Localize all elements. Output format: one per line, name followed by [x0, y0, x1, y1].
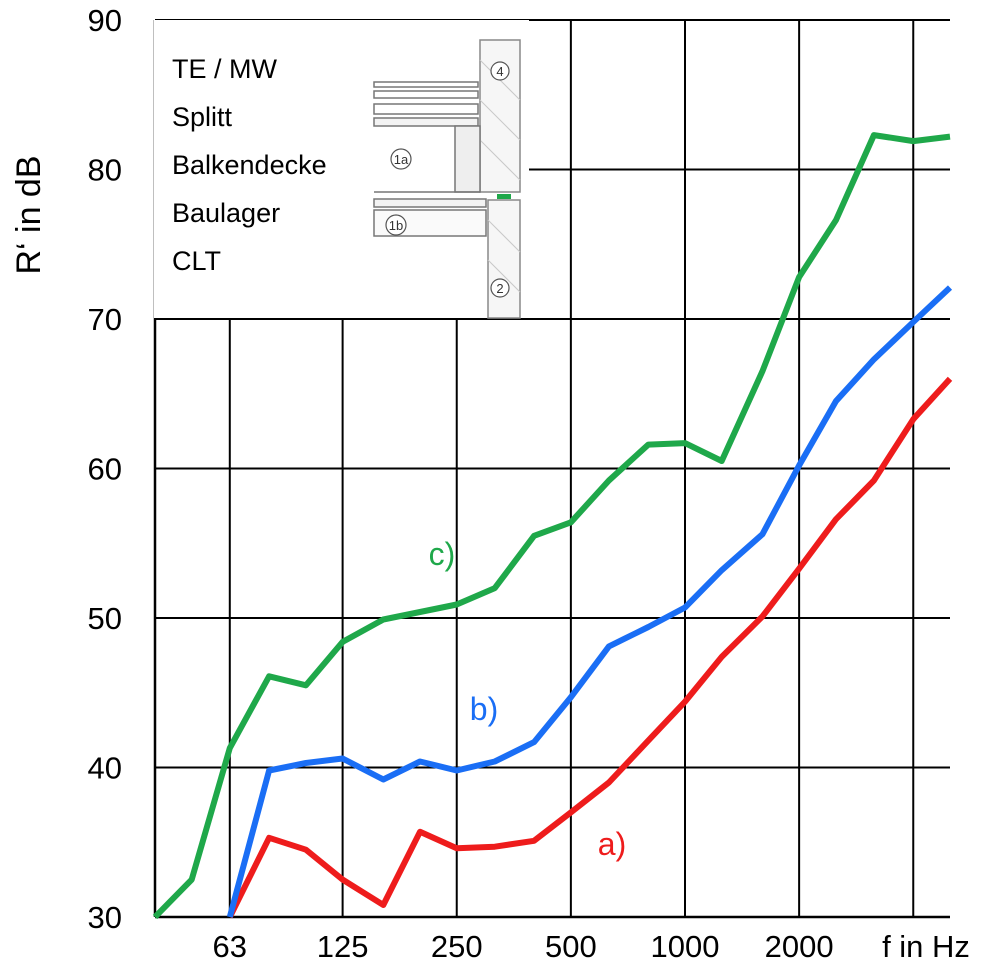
construction-detail-drawing: 4 1a 1b 2 — [373, 39, 521, 319]
inset-label-2: 2 — [496, 281, 503, 296]
legend-line-2: Balkendecke — [172, 150, 327, 180]
y-tick-label-80: 80 — [88, 153, 122, 188]
x-tick-label-500: 500 — [545, 929, 597, 964]
x-tick-label-63: 63 — [213, 929, 247, 964]
x-axis-label: f in Hz — [882, 929, 970, 964]
legend-line-0: TE / MW — [172, 54, 277, 84]
tick-labels: 30 40 50 60 70 80 90 63 125 250 500 1000 2000 — [88, 3, 834, 964]
callout-c: c) — [429, 536, 456, 572]
y-tick-label-50: 50 — [88, 601, 122, 636]
y-axis-label: R‘ in dB — [10, 155, 48, 274]
series-line-c — [152, 132, 951, 920]
series-line-b — [226, 285, 953, 918]
inset-label-4: 4 — [496, 64, 503, 79]
series-line-a — [227, 376, 953, 919]
x-tick-label-125: 125 — [317, 929, 369, 964]
callout-a: a) — [598, 826, 626, 862]
y-tick-label-30: 30 — [88, 900, 122, 935]
x-tick-label-1000: 1000 — [651, 929, 720, 964]
x-tick-label-2000: 2000 — [765, 929, 834, 964]
y-tick-label-90: 90 — [88, 3, 122, 38]
series-group — [152, 132, 953, 920]
x-tick-label-250: 250 — [431, 929, 483, 964]
legend-line-4: CLT — [172, 246, 221, 276]
inset-label-1b: 1b — [389, 218, 403, 233]
callout-b: b) — [470, 691, 498, 727]
y-tick-label-40: 40 — [88, 751, 122, 786]
legend: TE / MW Splitt Balkendecke Baulager CLT — [172, 54, 327, 276]
legend-line-3: Baulager — [172, 198, 280, 228]
legend-line-1: Splitt — [172, 102, 233, 132]
inset-area: TE / MW Splitt Balkendecke Baulager CLT — [154, 20, 529, 319]
y-tick-label-60: 60 — [88, 452, 122, 487]
inset-label-1a: 1a — [394, 152, 409, 167]
y-tick-label-70: 70 — [88, 302, 122, 337]
